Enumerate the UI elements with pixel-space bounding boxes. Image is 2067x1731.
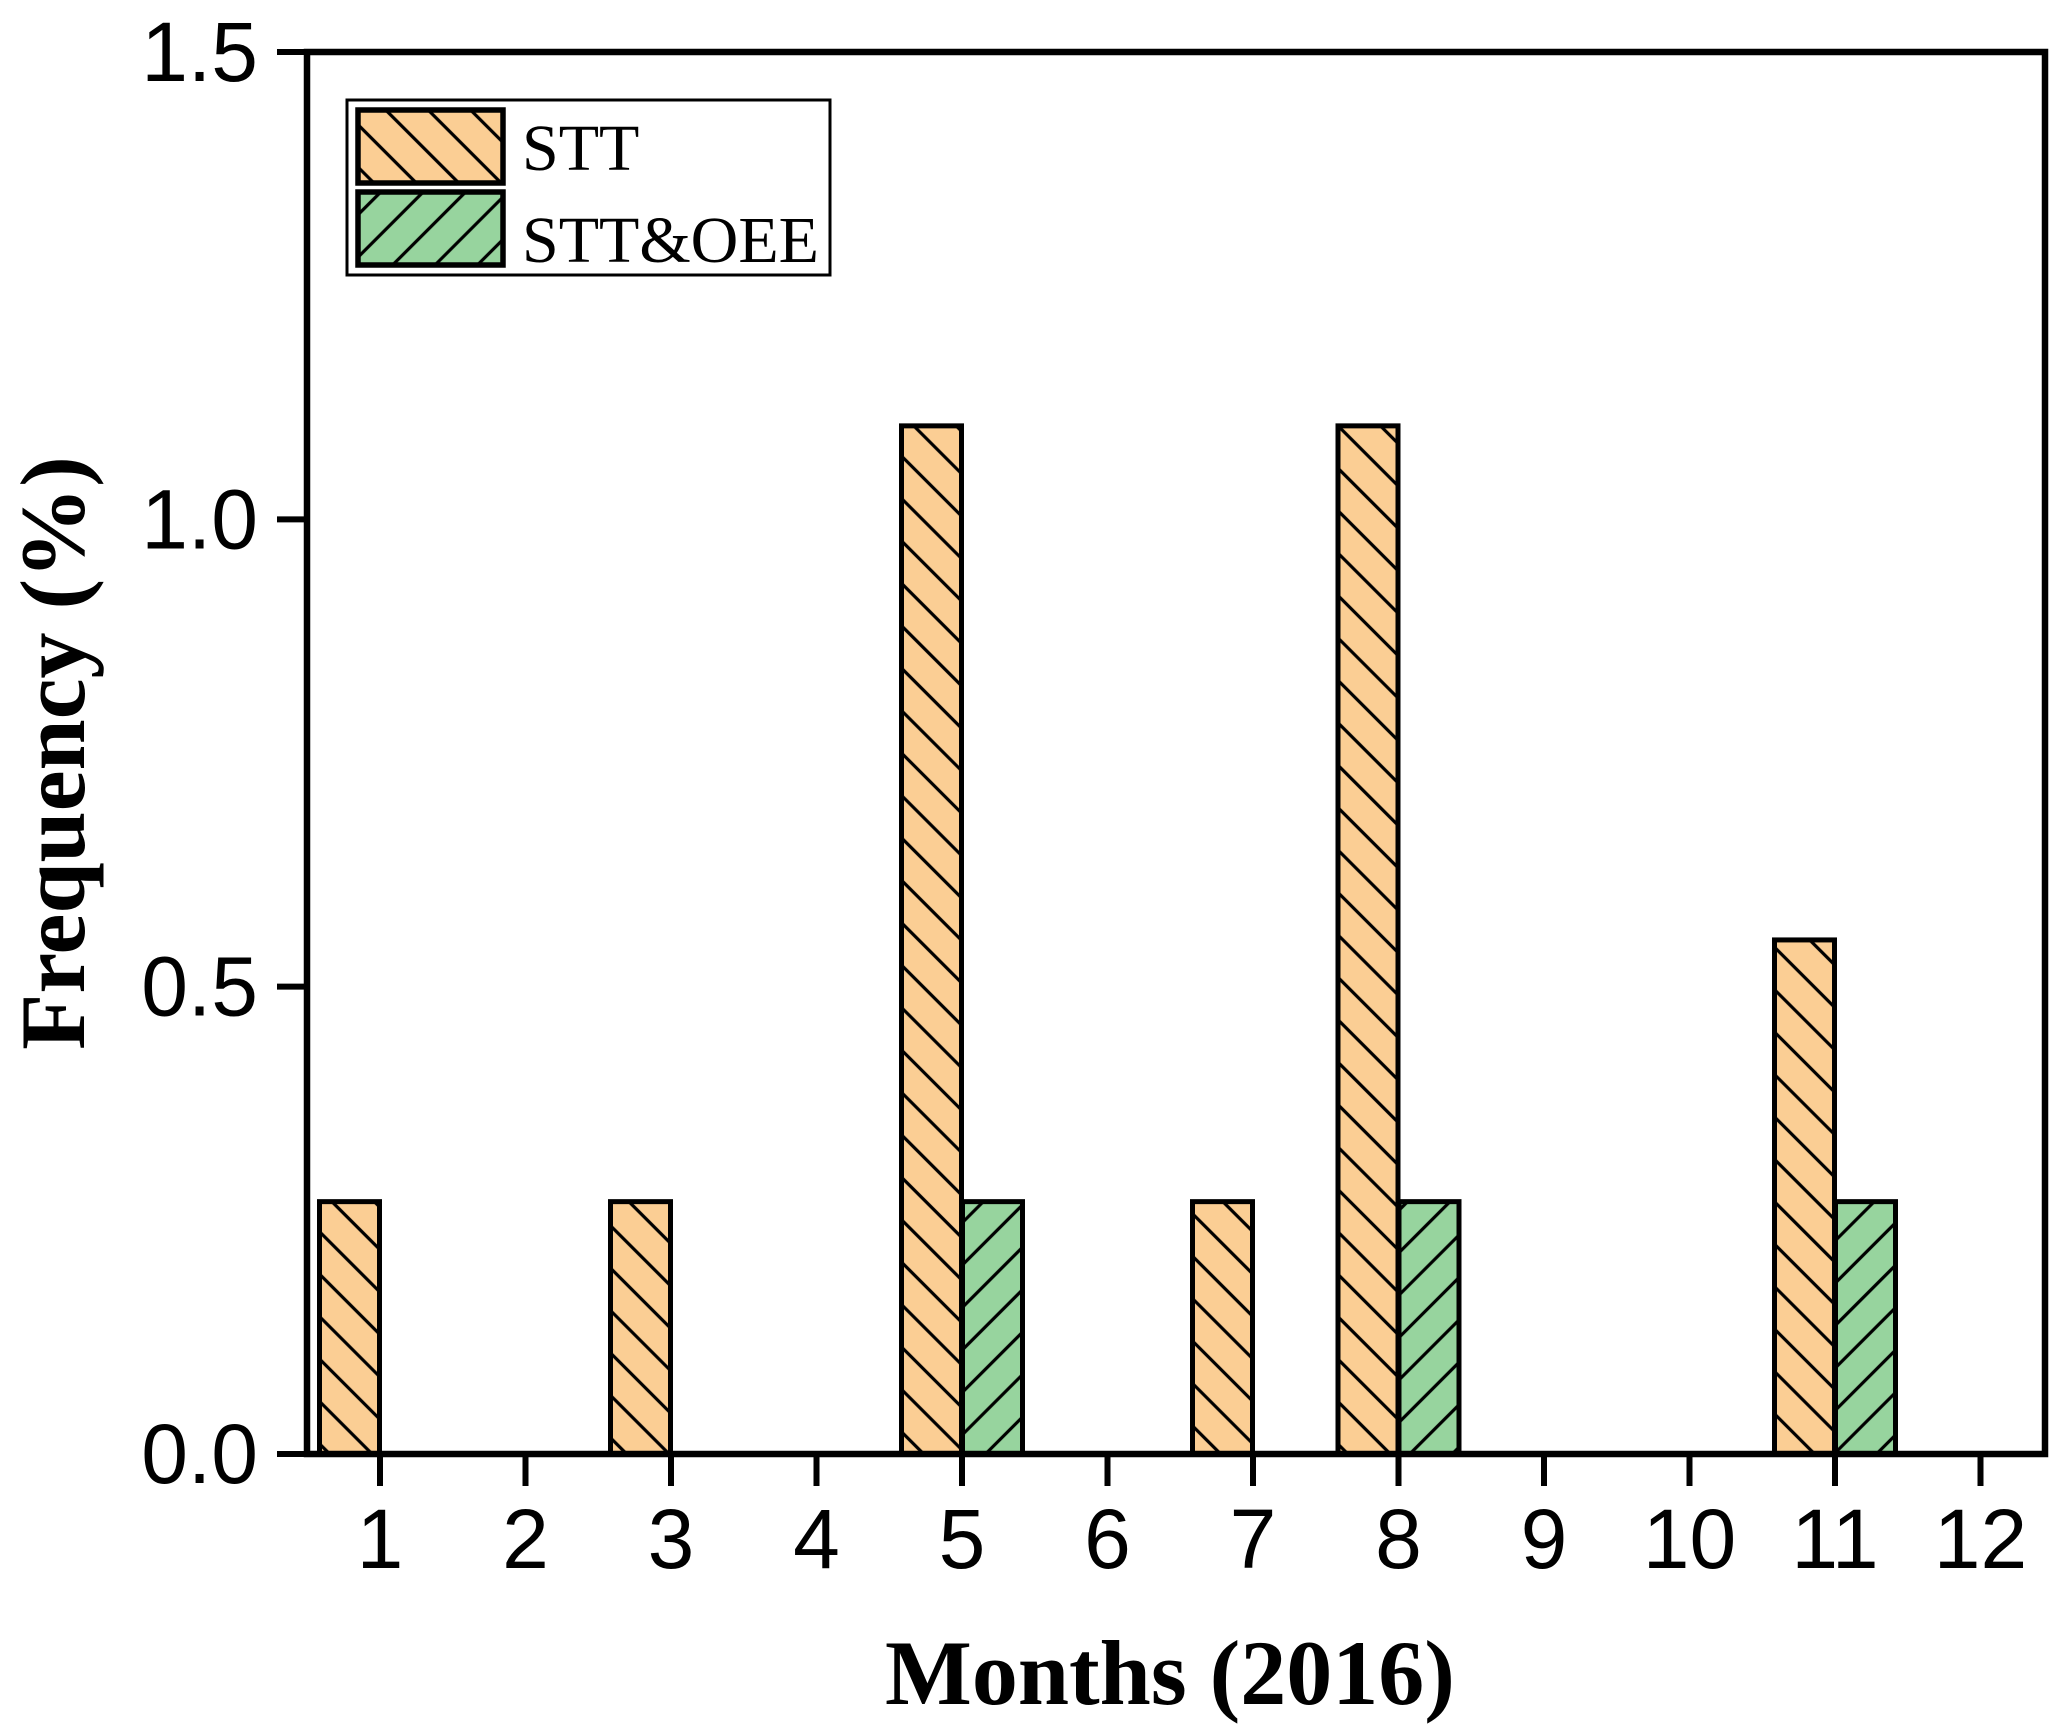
y-tick-label-0: 0.0 [141,1407,258,1501]
x-axis-title: Months (2016) [885,1622,1455,1724]
legend-label-stt: STT [522,112,639,185]
x-tick-label-11: 11 [1791,1492,1878,1586]
bar-stt-month-8 [1335,423,1401,1457]
bar-stt-month-1 [317,1199,382,1457]
x-tick-label-10: 10 [1643,1492,1736,1586]
legend-label-stt-oee: STT&OEE [522,204,819,277]
y-tick-label-2: 1.0 [141,472,258,566]
bar-stt-month-11 [1772,937,1837,1457]
bars-group [317,423,1898,1457]
x-tick-label-5: 5 [939,1492,986,1586]
y-axis-title: Frequency (%) [2,456,104,1050]
x-tick-label-12: 12 [1934,1492,2027,1586]
bar-stt-oee-month-8 [1396,1199,1462,1457]
bar-stt-oee-month-11 [1833,1199,1898,1457]
x-tick-label-1: 1 [357,1492,404,1586]
bar-stt-month-5 [899,423,964,1457]
legend-swatch-stt [355,107,506,186]
x-tick-label-6: 6 [1084,1492,1131,1586]
x-tick-label-8: 8 [1375,1492,1422,1586]
x-tick-label-4: 4 [793,1492,840,1586]
plot-frame [303,48,2049,1458]
bar-stt-oee-month-5 [960,1199,1025,1457]
x-tick-label-9: 9 [1521,1492,1568,1586]
legend: STT STT&OEE [345,98,832,277]
bar-stt-month-7 [1190,1199,1255,1457]
y-tick-label-3: 1.5 [141,5,258,99]
x-tick-label-7: 7 [1230,1492,1277,1586]
bar-stt-month-3 [608,1199,673,1457]
x-tick-label-3: 3 [648,1492,695,1586]
y-tick-label-1: 0.5 [141,940,258,1034]
legend-swatch-stt-oee [355,189,506,268]
x-tick-label-2: 2 [502,1492,549,1586]
axis-ticks-group: 1 2 3 4 5 6 7 8 9 10 11 120.00.51.01.5 [141,5,2027,1586]
